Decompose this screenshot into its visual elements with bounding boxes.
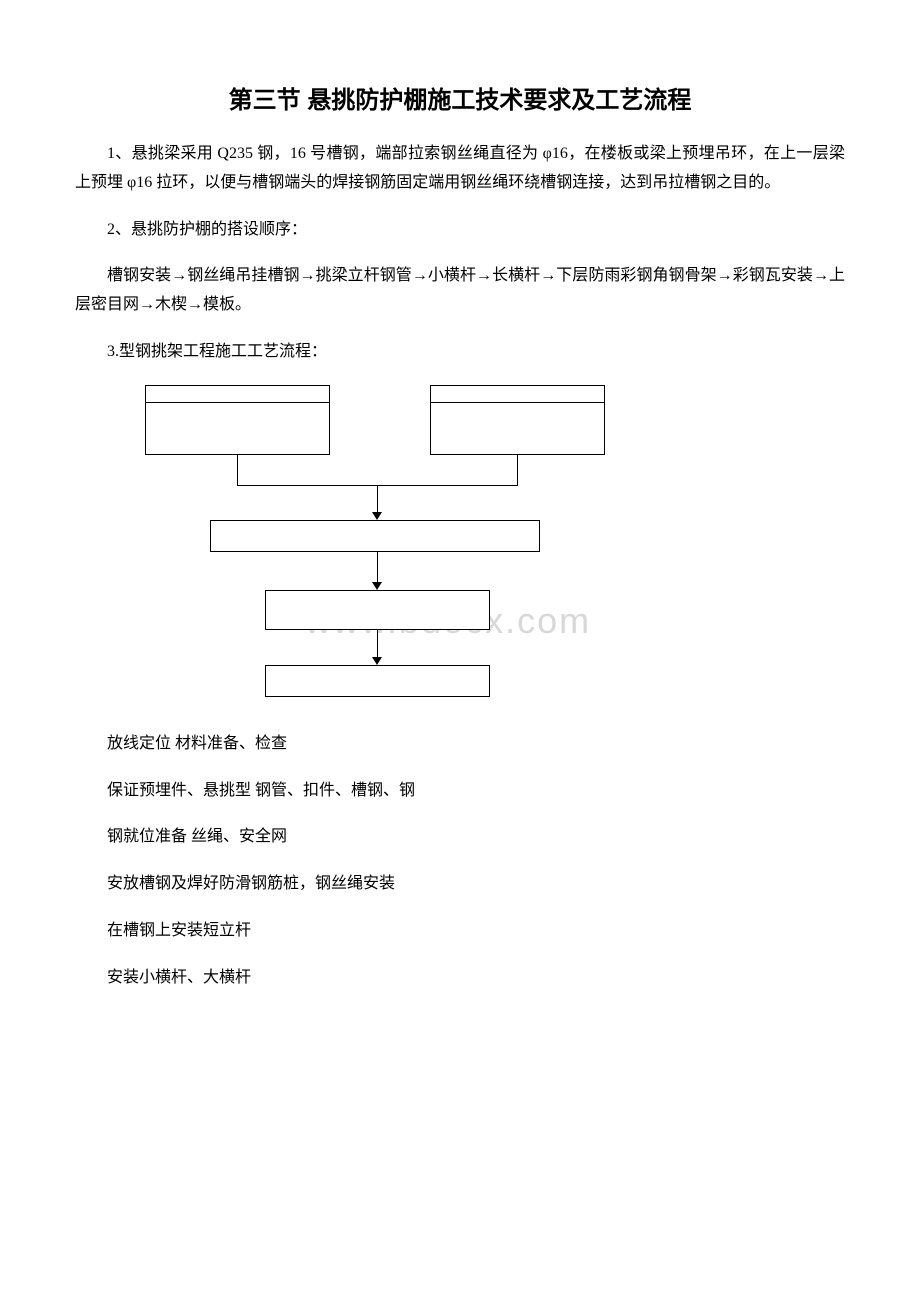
flow-line-v3 (377, 485, 378, 513)
text-item-2: 保证预埋件、悬挑型 钢管、扣件、槽钢、钢 (75, 777, 845, 806)
text-item-3: 钢就位准备 丝绳、安全网 (75, 823, 845, 852)
paragraph-1: 1、悬挑梁采用 Q235 钢，16 号槽钢，端部拉索钢丝绳直径为 φ16，在楼板… (75, 140, 845, 198)
flowchart: www.bdocx.com (145, 385, 605, 705)
paragraph-3: 槽钢安装→钢丝绳吊挂槽钢→挑梁立杆钢管→小横杆→长横杆→下层防雨彩钢角钢骨架→彩… (75, 262, 845, 320)
flow-line-v5 (377, 630, 378, 658)
flow-box-4 (265, 590, 490, 630)
section-title: 第三节 悬挑防护棚施工技术要求及工艺流程 (75, 80, 845, 115)
text-list: 放线定位 材料准备、检查 保证预埋件、悬挑型 钢管、扣件、槽钢、钢 钢就位准备 … (75, 730, 845, 993)
flow-box-3 (210, 520, 540, 552)
flow-line-v4 (377, 552, 378, 583)
arrow-3 (372, 657, 382, 665)
flow-box-5 (265, 665, 490, 697)
arrow-1 (372, 512, 382, 520)
text-item-5: 在槽钢上安装短立杆 (75, 917, 845, 946)
flow-box-2-inner (430, 385, 605, 403)
paragraph-2: 2、悬挑防护棚的搭设顺序： (75, 216, 845, 245)
flow-line-v1 (237, 455, 238, 485)
text-item-1: 放线定位 材料准备、检查 (75, 730, 845, 759)
text-item-6: 安装小横杆、大横杆 (75, 964, 845, 993)
flow-box-1-inner (145, 385, 330, 403)
text-item-4: 安放槽钢及焊好防滑钢筋桩，钢丝绳安装 (75, 870, 845, 899)
flow-line-v2 (517, 455, 518, 485)
paragraph-4: 3.型钢挑架工程施工工艺流程： (75, 338, 845, 367)
arrow-2 (372, 582, 382, 590)
